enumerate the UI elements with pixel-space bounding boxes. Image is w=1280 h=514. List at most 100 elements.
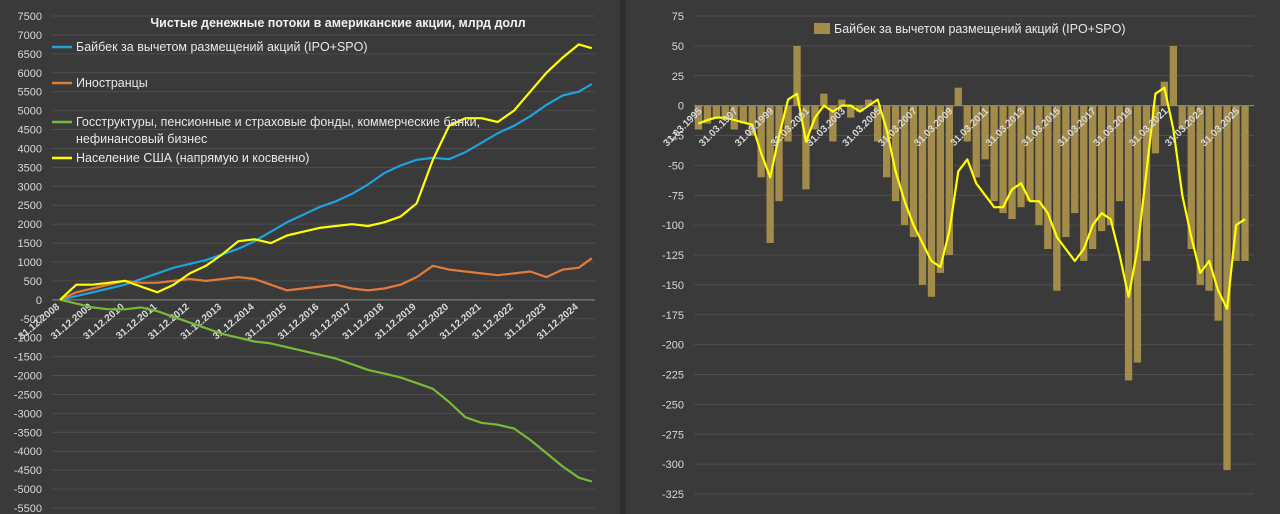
bar	[1196, 105, 1204, 285]
bar	[748, 105, 756, 136]
bar	[936, 105, 944, 273]
bar	[1089, 105, 1097, 249]
bar	[927, 105, 936, 297]
bar	[712, 105, 720, 118]
bar	[891, 105, 900, 202]
bar	[900, 105, 909, 226]
y-tick-label: 50	[672, 41, 684, 53]
y-tick-label: 1500	[18, 238, 42, 250]
y-tick-label: 0	[678, 101, 684, 113]
legend-swatch	[814, 23, 830, 34]
y-tick-label: 4000	[18, 143, 42, 155]
bar	[838, 99, 846, 106]
bar	[721, 105, 729, 120]
y-tick-label: 0	[36, 295, 42, 307]
bar	[1223, 105, 1231, 471]
y-tick-label: 4500	[18, 125, 42, 137]
y-tick-label: -1500	[14, 352, 42, 364]
bar	[990, 105, 998, 202]
bar	[972, 105, 980, 178]
bar	[1142, 105, 1151, 261]
y-tick-label: 3500	[18, 162, 42, 174]
y-tick-label: -150	[662, 280, 684, 292]
cumulative-flows-chart: -5500-5000-4500-4000-3500-3000-2500-2000…	[14, 11, 595, 514]
bar	[874, 105, 882, 142]
bar	[1205, 105, 1213, 291]
series-line-2	[59, 298, 593, 483]
y-tick-label: -300	[662, 459, 684, 471]
y-tick-label: 25	[672, 71, 684, 83]
bar	[954, 87, 962, 106]
bar	[945, 105, 953, 255]
bar	[847, 105, 855, 118]
y-tick-label: 5000	[18, 106, 42, 118]
bar	[1115, 105, 1124, 202]
y-tick-label: -275	[662, 429, 684, 441]
y-tick-label: -4000	[14, 446, 42, 458]
bar	[1241, 105, 1249, 261]
bar	[883, 105, 891, 178]
bar	[856, 105, 864, 112]
bar	[802, 105, 810, 190]
bar	[1026, 105, 1034, 202]
left-chart-panel: -5500 -5000 -4500 -4000 -3500 -3000 -2500 -2000…	[0, 0, 620, 514]
y-tick-label: -3500	[14, 427, 42, 439]
y-tick-label: -500	[20, 314, 42, 326]
bar	[1133, 105, 1142, 363]
bar	[703, 105, 712, 124]
y-tick-label: -5500	[14, 503, 42, 514]
series-line-3	[59, 43, 593, 301]
bar	[1169, 45, 1177, 106]
bar	[694, 105, 703, 130]
series-line-0	[59, 83, 593, 301]
y-tick-label: 3000	[18, 181, 42, 193]
bar	[757, 105, 765, 178]
bar	[999, 105, 1007, 214]
y-tick-label: 1000	[18, 257, 42, 269]
bar	[1098, 105, 1106, 232]
y-tick-label: -325	[662, 489, 684, 501]
bar	[1008, 105, 1016, 220]
y-tick-label: 5500	[18, 87, 42, 99]
y-tick-label: -250	[662, 399, 684, 411]
y-tick-label: 75	[672, 11, 684, 23]
right-chart-panel: -325 -300 -275 -250 -225 -200 -175 -150 -125 -100…	[626, 0, 1280, 514]
bar	[865, 99, 873, 106]
y-tick-label: -50	[668, 160, 684, 172]
bar	[1080, 105, 1088, 261]
bar	[1214, 105, 1222, 321]
trend-line	[698, 86, 1246, 310]
y-tick-label: -5000	[14, 484, 42, 496]
bar	[739, 105, 747, 124]
buyback-bar-chart: -325-300-275-250-225-200-175-150-125-100…	[661, 11, 1254, 501]
bar	[784, 105, 792, 142]
bar	[1017, 105, 1025, 208]
bar	[1053, 105, 1061, 291]
y-tick-label: -75	[668, 190, 684, 202]
legend-label: Иностранцы	[76, 76, 148, 90]
bar	[1151, 105, 1160, 154]
bar	[981, 105, 989, 160]
bar	[909, 105, 918, 238]
legend-label: Байбек за вычетом размещений акций (IPO+…	[76, 40, 368, 54]
y-tick-label: -2500	[14, 389, 42, 401]
bar	[775, 105, 783, 202]
y-tick-label: -25	[668, 131, 684, 143]
y-tick-label: 500	[24, 276, 42, 288]
chart-title: Чистые денежные потоки в американские ак…	[150, 16, 525, 30]
y-tick-label: -1000	[14, 333, 42, 345]
bar	[820, 93, 828, 106]
bar	[1178, 105, 1186, 130]
y-tick-label: 6000	[18, 68, 42, 80]
bar	[1107, 105, 1115, 226]
bar	[918, 105, 927, 285]
y-tick-label: -3000	[14, 408, 42, 420]
y-tick-label: 2500	[18, 200, 42, 212]
y-tick-label: -200	[662, 340, 684, 352]
bar	[1124, 105, 1133, 381]
y-tick-label: -225	[662, 370, 684, 382]
bar	[829, 105, 837, 142]
bar	[1232, 105, 1240, 261]
y-tick-label: -125	[662, 250, 684, 262]
panel-divider	[620, 0, 626, 514]
